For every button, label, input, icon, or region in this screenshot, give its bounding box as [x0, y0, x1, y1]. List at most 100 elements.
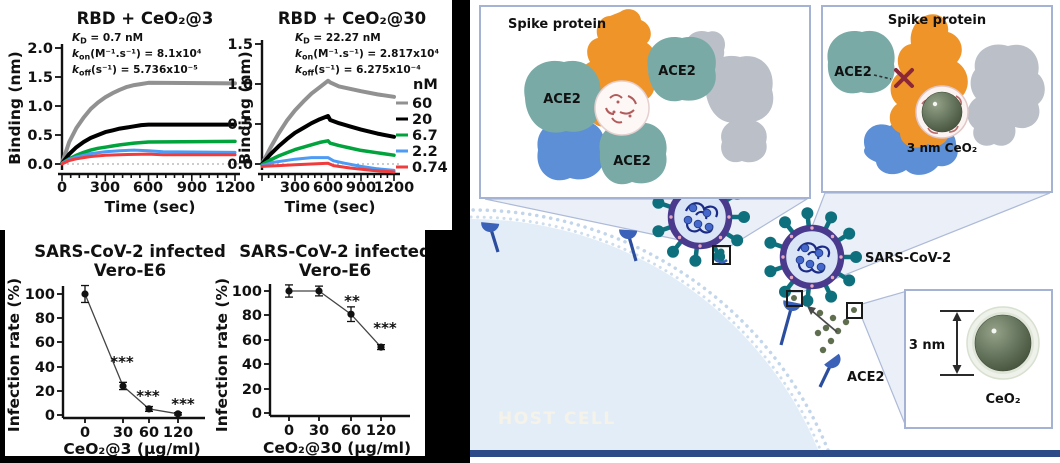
- svg-text:900: 900: [346, 180, 376, 196]
- chart4-title1: SARS-CoV-2 infected: [239, 242, 425, 261]
- blocked-x-icon: [894, 68, 914, 88]
- ace2-blob: [647, 36, 716, 102]
- chart-infection-ceo2at30: SARS-CoV-2 infected Vero-E6 Infection ra…: [213, 242, 431, 457]
- chart1-kd: KD = 0.7 nM: [72, 32, 143, 46]
- svg-text:60: 60: [35, 335, 55, 351]
- inset-spike-ace2-binding: Spike protein ACE2 ACE2 ACE2: [479, 5, 811, 199]
- svg-text:40: 40: [35, 360, 55, 376]
- chart1-minor-ticks: [61, 174, 236, 181]
- inset1-ace2-label: ACE2: [658, 64, 696, 79]
- ace2-blob: [524, 60, 602, 133]
- svg-text:120: 120: [366, 423, 396, 439]
- svg-text:20: 20: [242, 382, 262, 398]
- svg-text:60: 60: [242, 333, 262, 349]
- inset2-spike-label: Spike protein: [888, 13, 986, 28]
- chart-rbd-ceo2at3: RBD + CeO₂@3 KD = 0.7 nM kon(M⁻¹.s⁻¹) = …: [6, 9, 255, 216]
- chart1-ylabel: Binding (nm): [6, 51, 24, 164]
- significance-stars: ***: [110, 353, 134, 371]
- ceo2-on-rbd: [915, 85, 969, 139]
- svg-text:600: 600: [313, 180, 343, 196]
- svg-text:40: 40: [242, 357, 262, 373]
- chart2-xlabel: Time (sec): [284, 198, 375, 216]
- spike-protomer-blue: [537, 120, 605, 181]
- svg-text:0: 0: [252, 406, 262, 422]
- chart4-series: [285, 284, 385, 351]
- svg-text:120: 120: [163, 425, 193, 441]
- size-arrow: [940, 310, 974, 376]
- significance-stars: ***: [171, 395, 195, 413]
- chart2-title: RBD + CeO₂@30: [278, 9, 426, 28]
- ceo2-sphere: [974, 314, 1032, 372]
- svg-text:60: 60: [341, 423, 361, 439]
- cell-membrane-inner: [116, 215, 828, 463]
- chart4-ylabel: Infection rate (%): [213, 278, 231, 432]
- chart3-series: [81, 284, 182, 418]
- inset3-size-label: 3 nm: [909, 338, 945, 353]
- significance-stars: **: [344, 292, 360, 310]
- chart2-ylabel: Binding (nm): [236, 51, 254, 164]
- svg-text:300: 300: [280, 180, 310, 196]
- chart2-koff: koff(s⁻¹) = 6.275x10⁻⁴: [295, 64, 421, 78]
- inset1-spike-label: Spike protein: [508, 17, 606, 32]
- svg-text:0: 0: [57, 180, 67, 196]
- inset-ceo2-particle: 3 nm CeO₂: [904, 289, 1053, 429]
- svg-text:0: 0: [80, 425, 90, 441]
- svg-text:80: 80: [35, 311, 55, 327]
- chart-infection-ceo2at3: SARS-CoV-2 infected Vero-E6 Infection ra…: [5, 242, 226, 458]
- significance-stars: ***: [373, 319, 397, 337]
- ace2-blob: [827, 30, 895, 94]
- inset3-name-label: CeO₂: [985, 392, 1020, 407]
- chart-rbd-ceo2at30: RBD + CeO₂@30 KD = 22.27 nM kon(M⁻¹.s⁻¹)…: [227, 9, 439, 216]
- host-cell-label: HOST CELL: [498, 409, 616, 429]
- svg-text:0: 0: [284, 423, 294, 439]
- svg-text:1.0: 1.0: [227, 77, 253, 93]
- inset1-ace2-label: ACE2: [543, 92, 581, 107]
- spike-protomer-gray: [967, 44, 1045, 146]
- callout-wedge-particle: [861, 290, 908, 430]
- ace2-receptor: [619, 229, 638, 262]
- svg-text:0: 0: [45, 408, 55, 424]
- zoom-marker-particle: [846, 302, 863, 319]
- virus-label: SARS-CoV-2: [865, 251, 951, 266]
- inset1-ace2-label: ACE2: [613, 154, 651, 169]
- ceo2-nanoparticle-cluster: [814, 309, 850, 354]
- svg-text:100: 100: [25, 287, 55, 303]
- ace2-receptor: [481, 222, 500, 253]
- svg-text:2.0: 2.0: [27, 41, 53, 57]
- chart4-xlabel: CeO₂@30 (µg/ml): [263, 439, 411, 456]
- svg-text:1200: 1200: [374, 180, 414, 196]
- infection-panel: SARS-CoV-2 infected Vero-E6 Infection ra…: [5, 230, 431, 458]
- svg-text:60: 60: [412, 96, 432, 112]
- svg-text:6.7: 6.7: [412, 128, 438, 144]
- chart3-xlabel: CeO₂@3 (µg/ml): [63, 440, 200, 456]
- svg-text:60: 60: [139, 425, 159, 441]
- svg-text:0.5: 0.5: [227, 117, 253, 133]
- svg-text:1.5: 1.5: [27, 70, 53, 86]
- diagram-svg: HOST CELL: [109, 5, 1060, 463]
- left-figure-panel: RBD + CeO₂@3 KD = 0.7 nM kon(M⁻¹.s⁻¹) = …: [0, 0, 470, 463]
- chart3-title1: SARS-CoV-2 infected: [34, 242, 226, 261]
- zoom-marker-binding: [712, 245, 731, 265]
- attachment-arrow: [807, 306, 838, 333]
- ace2-receptor-label: ACE2: [847, 370, 885, 385]
- svg-text:30: 30: [113, 425, 133, 441]
- concentration-legend: nM 60 20 6.7 2.2 0.74: [396, 77, 448, 176]
- zoom-marker-blocked: [786, 290, 803, 307]
- spike-protomer-gray: [721, 119, 767, 163]
- svg-text:0.5: 0.5: [27, 128, 53, 144]
- inset2-particle-label: 3 nm CeO₂: [907, 141, 977, 155]
- mechanism-diagram-panel: HOST CELL: [109, 0, 1060, 463]
- svg-text:100: 100: [232, 284, 262, 300]
- sensorgram-panel: RBD + CeO₂@3 KD = 0.7 nM kon(M⁻¹.s⁻¹) = …: [0, 0, 452, 230]
- ace2-receptor: [818, 353, 841, 388]
- svg-text:20: 20: [35, 384, 55, 400]
- chart1-koff: koff(s⁻¹) = 5.736x10⁻⁵: [72, 64, 198, 78]
- chart3-title2: Vero-E6: [94, 261, 166, 280]
- svg-text:1.0: 1.0: [27, 99, 53, 115]
- infection-svg: SARS-CoV-2 infected Vero-E6 Infection ra…: [5, 242, 431, 458]
- svg-text:600: 600: [133, 180, 163, 196]
- bottom-rule: [470, 450, 1060, 457]
- svg-text:1200: 1200: [215, 180, 255, 196]
- chart2-minor-ticks: [261, 174, 395, 181]
